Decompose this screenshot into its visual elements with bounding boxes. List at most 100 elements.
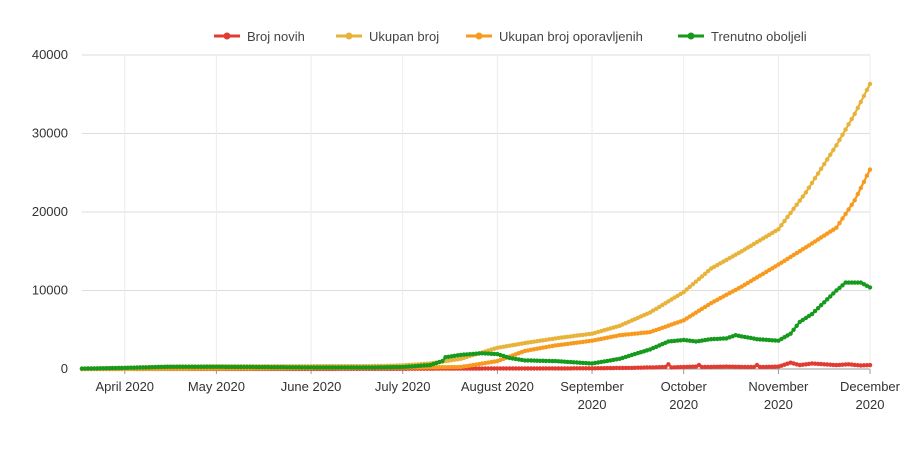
data-point — [580, 366, 586, 371]
data-point — [760, 364, 766, 370]
data-point — [547, 358, 552, 364]
data-point — [177, 364, 182, 369]
data-point — [812, 308, 818, 314]
data-point — [470, 366, 476, 371]
data-point — [727, 364, 732, 369]
data-point — [79, 366, 85, 371]
x-tick-label: September — [560, 379, 624, 394]
data-point — [693, 279, 699, 284]
data-point — [278, 365, 283, 370]
data-point — [794, 202, 799, 207]
data-point — [834, 288, 839, 293]
data-point — [440, 358, 445, 364]
data-point — [797, 198, 802, 203]
legend-item[interactable]: Ukupan broj oporavljenih — [466, 29, 643, 44]
x-tick-label: October — [661, 379, 708, 394]
data-point — [391, 364, 396, 370]
data-point — [183, 364, 188, 369]
data-point — [849, 116, 854, 122]
data-point — [702, 271, 708, 276]
data-point — [828, 152, 833, 157]
data-point — [681, 289, 686, 295]
y-tick-label: 20000 — [32, 204, 68, 219]
data-point — [794, 323, 799, 328]
legend[interactable]: Broj novih Ukupan broj Ukupan broj oporavl… — [214, 29, 807, 44]
data-point — [119, 365, 124, 371]
data-point — [143, 365, 149, 370]
data-point — [846, 207, 851, 212]
legend-dot-swatch — [223, 32, 231, 40]
data-point — [837, 220, 842, 226]
data-point — [852, 198, 857, 203]
data-point — [855, 191, 860, 197]
y-tick-label: 30000 — [32, 126, 68, 141]
data-point — [171, 364, 176, 369]
data-point — [186, 364, 192, 369]
data-point — [837, 285, 842, 291]
data-point — [357, 365, 363, 370]
data-point — [852, 280, 857, 285]
data-point — [712, 364, 717, 369]
data-point — [806, 185, 812, 190]
data-point — [211, 364, 216, 369]
data-point — [519, 366, 524, 371]
data-point — [330, 365, 335, 370]
data-point — [272, 365, 277, 370]
data-point — [205, 364, 210, 369]
series-3 — [79, 280, 873, 371]
data-point — [855, 105, 860, 111]
data-point — [531, 366, 537, 371]
data-point — [614, 365, 619, 371]
data-point — [226, 364, 231, 370]
data-point — [446, 365, 451, 370]
series-1 — [79, 81, 873, 371]
data-point — [791, 327, 796, 332]
data-point — [684, 287, 689, 292]
legend-item[interactable]: Ukupan broj — [336, 29, 439, 44]
x-tick-label: April 2020 — [95, 379, 154, 394]
legend-label: Ukupan broj — [369, 29, 439, 44]
data-point — [840, 216, 845, 221]
data-point — [864, 363, 870, 368]
data-point — [650, 365, 656, 370]
data-point — [718, 364, 723, 369]
data-point — [858, 185, 863, 191]
legend-label: Broj novih — [247, 29, 305, 44]
data-point — [757, 364, 763, 370]
legend-item[interactable]: Broj novih — [214, 29, 305, 44]
data-point — [791, 206, 796, 211]
data-point — [256, 364, 262, 370]
data-point — [620, 365, 625, 371]
plot-area — [79, 81, 873, 372]
data-point — [663, 364, 668, 370]
data-point — [626, 365, 631, 371]
data-point — [592, 366, 598, 371]
data-point — [864, 87, 870, 93]
data-point — [788, 210, 793, 216]
data-point — [815, 171, 821, 176]
legend-item[interactable]: Trenutno oboljeli — [678, 29, 807, 44]
x-tick-label: May 2020 — [188, 379, 245, 394]
data-point — [767, 364, 772, 369]
x-tick-label: June 2020 — [281, 379, 342, 394]
data-point — [705, 364, 711, 370]
x-tick-label: November — [748, 379, 809, 394]
data-point — [834, 225, 839, 230]
data-point — [745, 364, 750, 370]
data-point — [366, 365, 372, 370]
data-point — [198, 364, 204, 369]
data-point — [632, 365, 637, 370]
data-point — [525, 358, 531, 363]
data-point — [586, 366, 592, 371]
data-point — [290, 365, 295, 370]
data-point — [284, 365, 289, 370]
data-point — [104, 366, 109, 371]
data-point — [165, 364, 170, 369]
data-point — [544, 366, 549, 371]
x-tick-label: July 2020 — [375, 379, 431, 394]
data-point — [537, 358, 543, 363]
data-point — [492, 366, 497, 371]
data-point — [840, 283, 845, 288]
data-point — [397, 364, 402, 370]
data-point — [672, 365, 677, 370]
